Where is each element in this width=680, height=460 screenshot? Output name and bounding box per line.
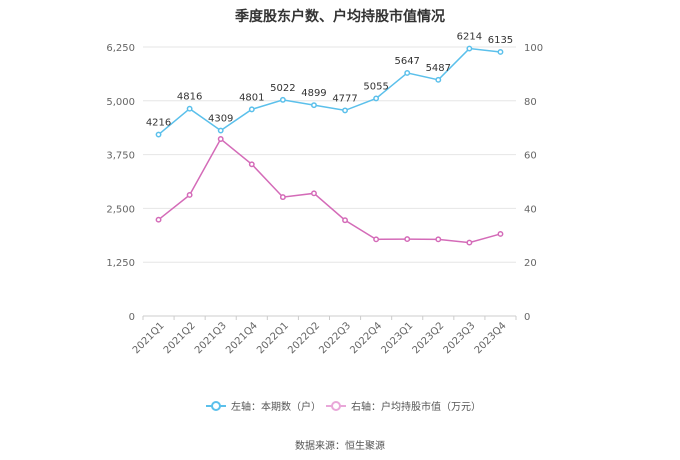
left-axis-ticks: 0 1,250 2,500 3,750 5,000 6,250 xyxy=(106,43,135,323)
data-label: 4899 xyxy=(301,88,326,99)
data-point xyxy=(435,76,442,83)
data-point xyxy=(311,190,317,197)
legend: 左轴：本期数（户） 右轴：户均持股市值（万元） xyxy=(0,398,680,414)
data-point xyxy=(497,231,504,237)
left-tick-label: 1,250 xyxy=(106,258,135,269)
x-tick-label: 2023Q1 xyxy=(379,320,415,356)
data-label: 4777 xyxy=(332,93,357,104)
data-point xyxy=(373,95,380,102)
data-point xyxy=(311,102,317,109)
data-labels: 4216 4816 4309 4801 5022 4899 4777 5055 5647 5487… xyxy=(146,32,513,129)
data-label: 4801 xyxy=(239,92,264,103)
data-label: 5487 xyxy=(426,63,451,74)
legend-swatch-left xyxy=(206,400,226,412)
series-line-1 xyxy=(158,137,501,244)
data-label: 4309 xyxy=(208,114,233,125)
data-point xyxy=(217,136,224,142)
data-point xyxy=(404,236,411,243)
data-label: 6214 xyxy=(457,32,482,43)
right-tick-label: 80 xyxy=(524,97,537,108)
left-tick-label: 3,750 xyxy=(106,151,135,162)
data-label: 5055 xyxy=(363,81,388,92)
legend-label-right: 右轴：户均持股市值（万元） xyxy=(351,402,481,413)
data-point xyxy=(466,45,473,52)
data-point xyxy=(435,236,442,243)
right-tick-label: 20 xyxy=(524,258,537,269)
left-tick-label: 5,000 xyxy=(106,97,135,108)
right-tick-label: 0 xyxy=(524,312,530,323)
data-point xyxy=(248,161,255,168)
chart-title: 季度股东户数、户均持股市值情况 xyxy=(235,9,445,25)
data-label: 6135 xyxy=(488,35,513,46)
data-point xyxy=(155,131,162,138)
x-tick-label: 2021Q1 xyxy=(131,320,167,356)
data-point xyxy=(342,107,348,114)
data-point xyxy=(404,70,411,76)
legend-swatch-right xyxy=(326,400,346,412)
data-point xyxy=(248,106,255,113)
data-point xyxy=(342,217,348,224)
right-axis-ticks: 0 20 40 60 80 100 xyxy=(524,43,543,323)
x-axis-ticks: 2021Q12021Q22021Q32021Q42022Q12022Q22022… xyxy=(131,316,517,356)
left-tick-label: 0 xyxy=(129,312,135,323)
right-tick-label: 100 xyxy=(524,43,543,54)
x-tick-label: 2022Q3 xyxy=(317,320,353,356)
x-tick-label: 2022Q2 xyxy=(286,320,322,356)
x-tick-label: 2023Q2 xyxy=(411,320,447,356)
series-layer xyxy=(155,45,504,246)
legend-item-right[interactable]: 右轴：户均持股市值（万元） xyxy=(326,398,481,413)
series-line-0 xyxy=(158,47,501,136)
right-tick-label: 40 xyxy=(524,204,537,215)
data-point xyxy=(373,236,380,243)
x-tick-label: 2023Q4 xyxy=(473,320,509,356)
data-point xyxy=(155,216,162,223)
right-tick-label: 60 xyxy=(524,151,537,162)
source-note: 数据来源：恒生聚源 xyxy=(295,441,385,452)
left-tick-label: 6,250 xyxy=(106,43,135,54)
data-point xyxy=(497,48,504,55)
data-point xyxy=(279,96,286,103)
data-label: 5647 xyxy=(394,56,419,67)
data-label: 4816 xyxy=(177,92,202,103)
data-point xyxy=(279,194,286,201)
x-tick-label: 2021Q4 xyxy=(224,320,260,356)
data-point xyxy=(186,105,193,112)
x-tick-label: 2023Q3 xyxy=(442,320,478,356)
data-point xyxy=(217,127,224,134)
x-tick-label: 2022Q4 xyxy=(348,320,384,356)
data-label: 5022 xyxy=(270,83,295,94)
data-point xyxy=(186,192,193,198)
legend-label-left: 左轴：本期数（户） xyxy=(231,402,321,413)
data-label: 4216 xyxy=(146,118,171,129)
x-tick-label: 2021Q2 xyxy=(162,320,198,356)
grid-lines xyxy=(143,46,516,317)
x-tick-label: 2021Q3 xyxy=(193,320,229,356)
x-tick-label: 2022Q1 xyxy=(255,320,291,356)
data-point xyxy=(466,239,473,246)
left-tick-label: 2,500 xyxy=(106,204,135,215)
legend-item-left[interactable]: 左轴：本期数（户） xyxy=(206,398,321,413)
